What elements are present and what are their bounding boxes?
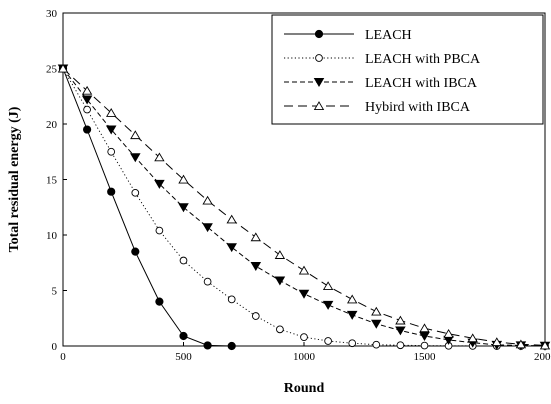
series-line-1 xyxy=(62,68,232,347)
data-point xyxy=(315,54,323,62)
y-axis-title: Total residual energy (J) xyxy=(7,106,22,252)
data-point xyxy=(298,265,310,275)
data-point xyxy=(324,337,332,345)
data-point xyxy=(491,337,502,347)
data-point xyxy=(203,341,212,350)
data-point xyxy=(131,247,140,256)
data-point xyxy=(419,331,430,341)
data-point xyxy=(178,174,189,184)
y-tick-label: 20 xyxy=(46,119,58,131)
data-point xyxy=(298,289,310,299)
data-point xyxy=(179,256,188,265)
data-point xyxy=(131,188,140,197)
data-point xyxy=(107,147,116,156)
data-point xyxy=(322,300,334,310)
data-point xyxy=(322,281,334,291)
data-point xyxy=(314,29,324,39)
data-point xyxy=(226,243,237,253)
y-tick-label: 5 xyxy=(52,286,58,298)
x-tick-label: 500 xyxy=(175,351,192,363)
data-point xyxy=(371,306,382,316)
y-tick-label: 30 xyxy=(46,8,58,20)
data-point xyxy=(179,331,188,341)
data-point xyxy=(227,295,236,304)
legend-label: LEACH with IBCA xyxy=(365,76,478,91)
data-point xyxy=(57,63,69,73)
data-point xyxy=(154,152,165,162)
data-point xyxy=(81,85,93,95)
data-point xyxy=(515,339,527,349)
legend-label: LEACH with PBCA xyxy=(365,52,481,67)
data-point xyxy=(155,297,164,306)
data-point xyxy=(419,323,430,333)
data-point xyxy=(467,333,478,343)
data-point xyxy=(130,130,141,140)
data-point xyxy=(347,294,358,304)
data-point xyxy=(276,325,284,334)
y-tick-label: 0 xyxy=(52,341,58,353)
data-point xyxy=(395,326,406,336)
data-point xyxy=(202,223,213,233)
data-point xyxy=(443,328,454,338)
data-point xyxy=(371,319,382,329)
data-point xyxy=(251,312,260,320)
data-point xyxy=(83,125,92,134)
data-point xyxy=(313,101,325,110)
legend: LEACH LEACH with PBCA LEACH with IBCA Hybir… xyxy=(271,14,544,125)
data-point xyxy=(130,153,141,163)
data-point xyxy=(396,341,405,350)
data-point xyxy=(348,339,357,348)
data-point xyxy=(395,315,406,325)
data-point xyxy=(81,95,93,105)
data-point xyxy=(313,77,325,87)
x-tick-label: 0 xyxy=(60,351,66,363)
data-point xyxy=(300,333,308,341)
data-point xyxy=(155,226,164,235)
data-point xyxy=(227,341,236,351)
data-point xyxy=(274,276,286,286)
data-point xyxy=(226,214,237,224)
data-point xyxy=(346,310,358,320)
data-point xyxy=(105,125,117,135)
x-tick-label: 1500 xyxy=(414,351,437,363)
series-markers xyxy=(57,63,551,351)
x-axis-title: Round xyxy=(284,381,325,396)
data-point xyxy=(202,195,213,205)
data-point xyxy=(250,232,261,242)
data-point xyxy=(107,187,116,196)
y-tick-label: 25 xyxy=(46,64,58,76)
data-point xyxy=(250,262,262,272)
y-tick-label: 15 xyxy=(46,175,58,187)
x-tick-label: 1000 xyxy=(293,351,316,363)
legend-label: Hybird with IBCA xyxy=(365,100,471,115)
data-point xyxy=(372,340,381,349)
y-tick-label: 10 xyxy=(46,230,58,242)
data-point xyxy=(154,179,165,189)
data-point xyxy=(178,203,189,213)
data-point xyxy=(539,340,551,350)
data-point xyxy=(203,277,212,286)
legend-label: LEACH xyxy=(365,28,412,43)
data-point xyxy=(106,108,117,117)
data-point xyxy=(274,250,286,259)
data-point xyxy=(420,341,429,350)
data-point xyxy=(83,105,91,114)
